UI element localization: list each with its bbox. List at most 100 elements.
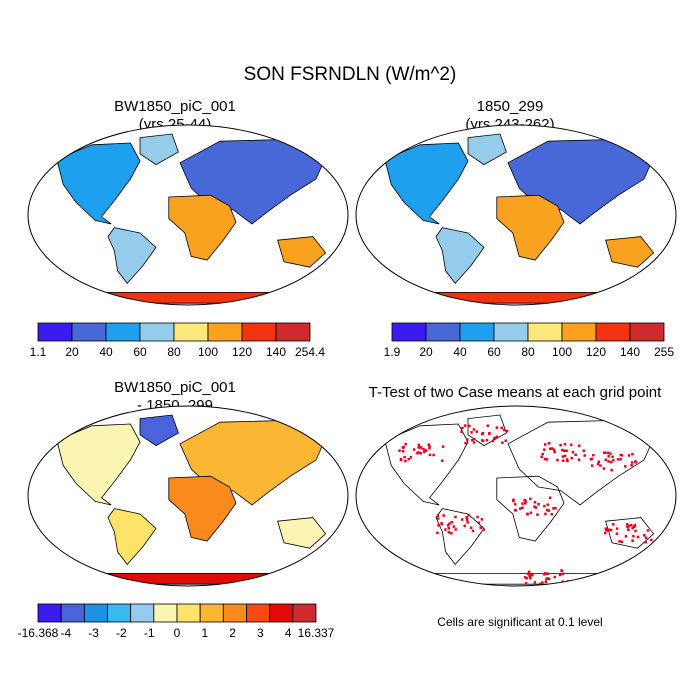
significance-cell <box>541 581 544 584</box>
significance-cell <box>626 523 629 526</box>
significance-cell <box>565 449 568 453</box>
continent-northAmerica <box>57 143 140 224</box>
significance-cell <box>472 428 476 431</box>
significance-cell <box>624 465 627 468</box>
significance-cell <box>554 506 557 510</box>
continent-southAmerica <box>108 509 156 565</box>
colorbar-swatch <box>207 322 243 342</box>
significance-cell <box>627 524 631 528</box>
significance-cell <box>551 447 554 450</box>
panel-title-case1-line1: BW1850_piC_001 <box>114 98 236 115</box>
colorbar-swatch <box>292 603 317 623</box>
significance-cell <box>513 503 517 506</box>
significance-cell <box>577 458 581 461</box>
significance-cell <box>428 447 431 450</box>
significance-cell <box>582 449 586 452</box>
colorbar-label: 40 <box>453 345 467 359</box>
significance-cell <box>609 452 612 455</box>
significance-cell <box>526 512 529 516</box>
map-border <box>355 124 677 306</box>
significance-cell <box>466 438 469 441</box>
significance-cell <box>534 506 538 509</box>
significance-cell <box>631 539 634 542</box>
colorbar-label: 255 <box>653 345 675 359</box>
significance-cell <box>529 573 532 577</box>
significance-cell <box>543 573 546 576</box>
colorbar-difference <box>37 603 317 623</box>
colorbar-case1 <box>37 322 311 342</box>
significance-cell <box>488 432 491 435</box>
colorbar-swatch <box>83 603 108 623</box>
significance-cell <box>470 431 473 434</box>
significance-cell <box>424 449 428 452</box>
significance-cell <box>634 529 637 533</box>
colorbar-label: -1 <box>143 626 155 640</box>
significance-cell <box>558 573 562 577</box>
significance-cell <box>401 449 405 453</box>
significance-cell <box>603 451 607 454</box>
significance-cell <box>606 529 609 532</box>
significance-cell <box>526 572 530 576</box>
significance-cell <box>460 430 463 433</box>
significance-cell <box>615 527 619 530</box>
continent-australia <box>278 518 326 549</box>
significance-cell <box>599 464 602 467</box>
significance-cell <box>604 458 608 462</box>
significance-cell <box>476 515 479 519</box>
significance-cell <box>460 518 464 521</box>
significance-cell <box>524 502 527 505</box>
significance-cell <box>552 507 555 510</box>
significance-cell <box>634 460 637 463</box>
significance-cell <box>407 457 410 461</box>
significance-cell <box>545 508 549 512</box>
significance-cell <box>479 526 482 529</box>
colorbar-label: 60 <box>487 345 501 359</box>
colorbar-swatch <box>561 322 597 342</box>
significance-cell <box>606 451 610 455</box>
significance-cell <box>446 524 450 527</box>
significance-cell <box>543 448 546 451</box>
significance-cell <box>525 576 528 580</box>
significance-cell <box>583 454 587 457</box>
colorbar-label: -3 <box>88 626 99 640</box>
significance-cell <box>610 468 613 472</box>
significance-cell <box>609 528 613 532</box>
significance-cell <box>561 448 564 452</box>
continent-northAmerica <box>385 424 468 505</box>
significance-cell <box>428 453 432 457</box>
significance-cell <box>559 443 562 447</box>
significance-cell <box>465 516 468 519</box>
colorbar-swatch <box>60 603 85 623</box>
significance-cell <box>597 460 601 463</box>
significance-cell <box>452 525 456 528</box>
significance-cell <box>441 459 444 462</box>
significance-cell <box>632 534 635 538</box>
colorbar-label: 1.1 <box>29 345 47 359</box>
significance-cell <box>624 535 628 538</box>
colorbar-swatch <box>105 322 141 342</box>
significance-cell <box>547 577 551 581</box>
significance-cell <box>437 524 440 527</box>
significance-cell <box>608 528 611 531</box>
significance-cell <box>448 522 451 526</box>
colorbar-label: 254.4 <box>294 345 326 359</box>
significance-cell <box>611 455 614 459</box>
significance-cell <box>561 455 565 458</box>
significance-cell <box>604 531 607 535</box>
significance-cell <box>545 577 548 581</box>
significance-cell <box>481 431 485 435</box>
significance-cell <box>545 458 549 461</box>
colorbar-swatch <box>459 322 495 342</box>
significance-cell <box>646 529 650 532</box>
significance-cell <box>422 450 426 454</box>
significance-cell <box>521 506 524 510</box>
significance-cell <box>529 511 533 515</box>
significance-cell <box>536 513 539 516</box>
continent-southAmerica <box>108 228 156 284</box>
significance-cell <box>543 443 547 446</box>
colorbar-label: 40 <box>99 345 113 359</box>
significance-cell <box>461 426 464 430</box>
significance-cell <box>404 459 407 463</box>
significance-cell <box>465 518 469 521</box>
significance-cell <box>627 528 630 532</box>
